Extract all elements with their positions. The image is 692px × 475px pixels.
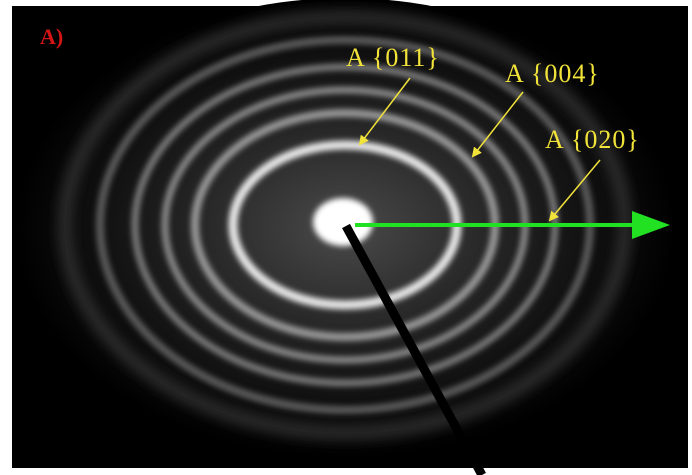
- annotation-label: A {020}: [545, 125, 640, 154]
- diffraction-image: A) A {011} A {004} A {020}: [0, 0, 692, 475]
- page: A) A {011} A {004} A {020} (() => { cons…: [0, 0, 692, 475]
- annotation-label: A {011}: [346, 43, 440, 72]
- central-spot: [313, 198, 373, 246]
- annotation-label: A {004}: [505, 59, 600, 88]
- panel-label: A): [40, 24, 63, 49]
